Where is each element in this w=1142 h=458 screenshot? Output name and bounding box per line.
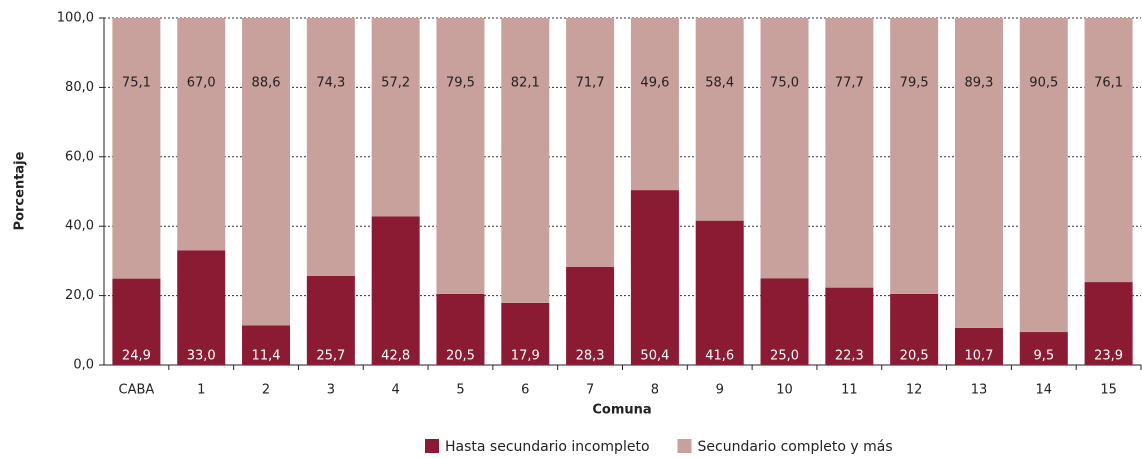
data-label: 58,4	[705, 76, 734, 91]
bar-segment	[630, 190, 679, 365]
x-axis-label: Comuna	[592, 403, 651, 418]
bar-segment	[954, 18, 1003, 328]
bar-segment	[112, 18, 161, 279]
x-tick-label: 3	[327, 383, 335, 398]
x-tick-label: CABA	[119, 383, 155, 398]
y-tick-label: 40,0	[65, 219, 94, 234]
data-label: 79,5	[446, 76, 475, 91]
data-label: 74,3	[316, 76, 345, 91]
legend-swatch	[425, 439, 439, 453]
bar-segment	[371, 18, 420, 217]
y-tick-label: 100,0	[57, 11, 94, 26]
data-label: 76,1	[1094, 76, 1123, 91]
x-tick-label: 4	[392, 383, 400, 398]
data-label: 49,6	[640, 76, 669, 91]
y-tick-label: 80,0	[65, 80, 94, 95]
data-label: 11,4	[252, 349, 281, 364]
x-tick-label: 5	[456, 383, 464, 398]
legend-swatch	[677, 439, 692, 453]
data-label: 10,7	[964, 349, 993, 364]
bar-segment	[436, 293, 485, 365]
data-label: 41,6	[705, 349, 734, 364]
data-label: 71,7	[576, 76, 605, 91]
bar-segment	[566, 266, 615, 365]
data-label: 22,3	[835, 349, 864, 364]
bar-segment	[177, 18, 226, 251]
x-tick-label: 2	[262, 383, 270, 398]
legend-label: Secundario completo y más	[698, 439, 893, 455]
bar-segment	[825, 287, 874, 365]
bar-segment	[1019, 18, 1068, 333]
data-label: 50,4	[640, 349, 669, 364]
bar-segment	[1084, 282, 1133, 365]
x-tick-label: 6	[521, 383, 529, 398]
data-label: 88,6	[252, 76, 281, 91]
bar-segment	[954, 327, 1003, 365]
data-label: 25,0	[770, 349, 799, 364]
data-label: 20,5	[446, 349, 475, 364]
x-tick-label: 14	[1036, 383, 1053, 398]
legend-label: Hasta secundario incompleto	[445, 439, 650, 455]
data-label: 89,3	[964, 76, 993, 91]
data-label: 90,5	[1029, 76, 1058, 91]
data-label: 33,0	[187, 349, 216, 364]
bar-segment	[760, 278, 809, 365]
bar-segment	[630, 18, 679, 191]
bar-segment	[825, 18, 874, 288]
data-label: 23,9	[1094, 349, 1123, 364]
bar-segment	[306, 275, 355, 365]
x-tick-label: 8	[651, 383, 659, 398]
data-label: 24,9	[122, 349, 151, 364]
x-tick-label: 10	[776, 383, 793, 398]
bar-segment	[566, 18, 615, 267]
x-tick-label: 11	[841, 383, 858, 398]
data-label: 75,1	[122, 76, 151, 91]
y-tick-label: 0,0	[73, 358, 94, 373]
bar-segment	[695, 18, 744, 221]
data-label: 25,7	[316, 349, 345, 364]
bar-segment	[501, 302, 550, 365]
bar-segment	[177, 250, 226, 365]
x-tick-label: 12	[906, 383, 923, 398]
bar-segment	[890, 18, 939, 294]
y-axis-label: Porcentaje	[13, 151, 28, 230]
data-label: 75,0	[770, 76, 799, 91]
data-label: 57,2	[381, 76, 410, 91]
x-tick-label: 7	[586, 383, 594, 398]
data-label: 77,7	[835, 76, 864, 91]
data-label: 28,3	[576, 349, 605, 364]
x-tick-label: 9	[716, 383, 724, 398]
bar-segment	[695, 220, 744, 365]
bar-segment	[436, 18, 485, 294]
data-label: 82,1	[511, 76, 540, 91]
data-label: 79,5	[900, 76, 929, 91]
bar-segment	[242, 18, 291, 326]
x-tick-label: 1	[197, 383, 205, 398]
bar-segment	[1084, 18, 1133, 283]
bar-segment	[760, 18, 809, 279]
data-label: 17,9	[511, 349, 540, 364]
bar-segment	[112, 278, 161, 365]
y-tick-label: 20,0	[65, 288, 94, 303]
y-tick-label: 60,0	[65, 149, 94, 164]
data-label: 67,0	[187, 76, 216, 91]
x-tick-label: 15	[1100, 383, 1117, 398]
data-label: 9,5	[1033, 349, 1054, 364]
x-tick-label: 13	[971, 383, 988, 398]
data-label: 20,5	[900, 349, 929, 364]
bar-segment	[306, 18, 355, 276]
bar-segment	[242, 325, 291, 365]
bar-segment	[890, 293, 939, 365]
bar-segment	[371, 216, 420, 365]
data-label: 42,8	[381, 349, 410, 364]
bar-segment	[501, 18, 550, 303]
bar-segment	[1019, 332, 1068, 365]
